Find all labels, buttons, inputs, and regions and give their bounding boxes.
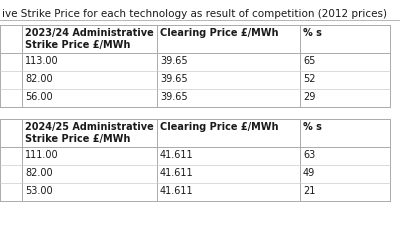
Text: 63: 63 [303,150,315,160]
Text: 82.00: 82.00 [25,74,53,84]
Text: 52: 52 [303,74,316,84]
Text: 39.65: 39.65 [160,92,188,102]
Text: 53.00: 53.00 [25,186,53,196]
Text: Clearing Price £/MWh: Clearing Price £/MWh [160,28,278,38]
Text: 41.611: 41.611 [160,150,194,160]
Text: 2023/24 Administrative
Strike Price £/MWh: 2023/24 Administrative Strike Price £/MW… [25,28,154,50]
Text: Clearing Price £/MWh: Clearing Price £/MWh [160,122,278,132]
Text: 39.65: 39.65 [160,74,188,84]
Bar [0,25,390,107]
Text: % s: % s [303,122,322,132]
Text: 65: 65 [303,56,315,66]
Text: ive Strike Price for each technology as result of competition (2012 prices): ive Strike Price for each technology as … [2,9,387,19]
Text: 113.00: 113.00 [25,56,59,66]
Text: 29: 29 [303,92,315,102]
Text: 82.00: 82.00 [25,168,53,178]
Text: 49: 49 [303,168,315,178]
Text: 39.65: 39.65 [160,56,188,66]
Text: 56.00: 56.00 [25,92,53,102]
Text: 111.00: 111.00 [25,150,59,160]
Text: 2024/25 Administrative
Strike Price £/MWh: 2024/25 Administrative Strike Price £/MW… [25,122,154,144]
Text: 41.611: 41.611 [160,168,194,178]
Text: 41.611: 41.611 [160,186,194,196]
Bar [0,119,390,201]
Text: 21: 21 [303,186,315,196]
Text: % s: % s [303,28,322,38]
